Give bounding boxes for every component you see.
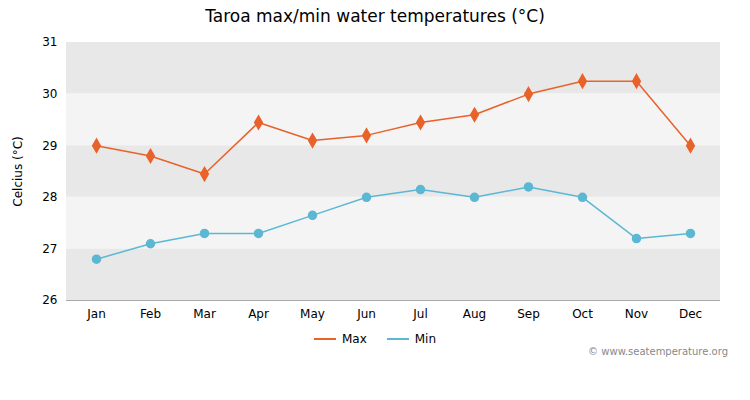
svg-text:Dec: Dec [679, 307, 702, 321]
svg-text:30: 30 [42, 87, 57, 101]
svg-text:Oct: Oct [572, 307, 593, 321]
svg-text:27: 27 [42, 242, 57, 256]
html-text:Max: Max [341, 332, 367, 346]
svg-text:Jan: Jan [86, 307, 106, 321]
svg-text:Mar: Mar [193, 307, 216, 321]
svg-text:Feb: Feb [140, 307, 161, 321]
svg-text:Jul: Jul [412, 307, 427, 321]
svg-text:31: 31 [42, 35, 57, 49]
html-text:Taroa max/min water temperatur: Taroa max/min water temperatures (°C) [205, 6, 545, 26]
html-text:Min: Min [414, 332, 436, 346]
html-text:© www.seatemperature.org: © www.seatemperature.org [588, 346, 728, 357]
svg-text:Aug: Aug [463, 307, 486, 321]
svg-text:Jun: Jun [356, 307, 376, 321]
svg-text:May: May [300, 307, 325, 321]
svg-text:Apr: Apr [248, 307, 269, 321]
svg-text:28: 28 [42, 190, 57, 204]
svg-text:29: 29 [42, 139, 57, 153]
svg-text:Sep: Sep [517, 307, 540, 321]
svg-text:26: 26 [42, 293, 57, 307]
svg-text:Celcius (°C): Celcius (°C) [11, 136, 25, 206]
svg-text:Nov: Nov [625, 307, 648, 321]
